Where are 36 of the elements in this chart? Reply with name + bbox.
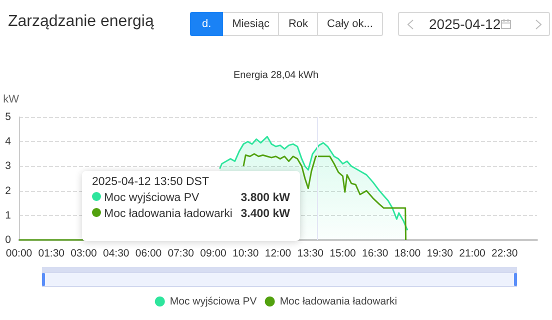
x-tick-label: 15:00 — [330, 248, 356, 260]
x-tick-label: 07:30 — [168, 248, 194, 260]
x-tick-label: 10:30 — [232, 248, 259, 260]
y-tick-label: 0 — [5, 234, 12, 246]
legend-label: Moc wyjściowa PV — [170, 296, 257, 308]
y-tick-label: 1 — [5, 209, 12, 222]
x-tick-label: 06:00 — [135, 248, 162, 260]
text: Cały ok... — [318, 12, 383, 36]
x-tick-label: 19:30 — [426, 248, 454, 260]
y-tick-label: 3 — [5, 160, 12, 172]
x-tick-label: 09:00 — [200, 248, 227, 260]
tooltip: 2025-04-12 13:50 DST Moc wyjściowa PV 3.800 kW Moc ładowania ładowarki 3.400 kW — [82, 171, 300, 241]
chart-title: Zarządzanie energią — [8, 13, 154, 31]
x-tick-label: 22:30 — [491, 248, 518, 260]
text: Energia 28,04 kWh — [232, 70, 320, 81]
legend-label: Moc ładowania ładowarki — [280, 296, 398, 308]
x-tick-label: 04:30 — [102, 248, 130, 260]
x-tick-label: 16:30 — [362, 248, 388, 260]
text: Rok — [279, 12, 318, 36]
x-tick-label: 00:00 — [6, 248, 32, 260]
y-tick-label: 4 — [5, 136, 12, 148]
text: d. — [190, 12, 224, 36]
annotation: 3.800 kW — [240, 192, 290, 204]
x-tick-label: 03:00 — [70, 248, 98, 260]
x-tick-label: 13:30 — [297, 248, 324, 260]
text: 2025-04-12 — [429, 15, 501, 34]
x-tick-label: 12:00 — [264, 248, 292, 260]
y-tick-label: 5 — [5, 111, 12, 123]
annotation: 2025-04-12 13:50 DST — [92, 176, 210, 188]
x-tick-label: 01:30 — [38, 248, 65, 260]
x-tick-label: 21:00 — [459, 248, 486, 260]
x-tick-label: 18:00 — [394, 248, 421, 260]
y-axis-title: kW — [3, 94, 20, 106]
annotation: 3.400 kW — [240, 208, 290, 220]
text: Miesiąc — [223, 12, 280, 36]
y-tick-label: 2 — [5, 184, 12, 197]
